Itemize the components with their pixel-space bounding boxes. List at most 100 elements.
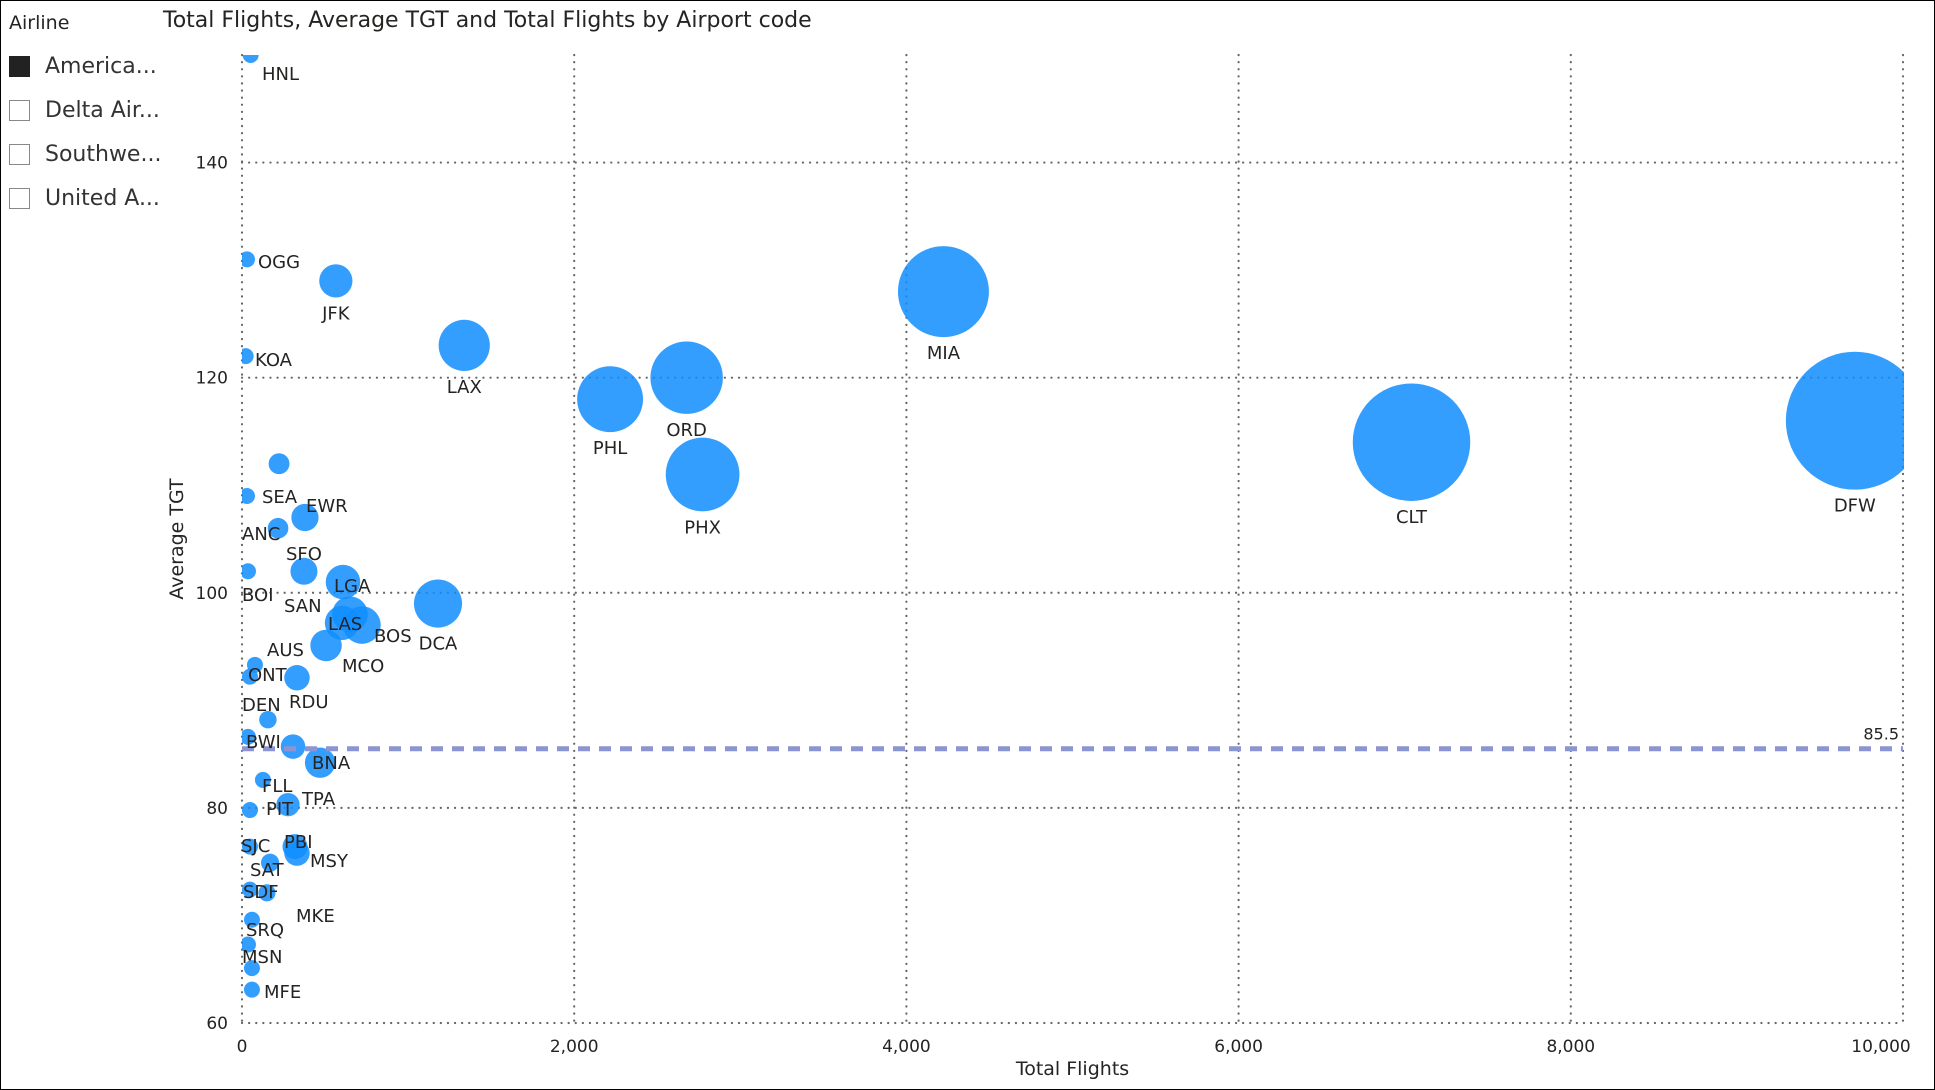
data-label-lga: LGA — [334, 576, 371, 597]
data-label-sjc: SJC — [241, 836, 270, 857]
checkbox[interactable] — [9, 187, 30, 209]
slicer-item-label: United A... — [45, 185, 160, 211]
data-label-rdu: RDU — [289, 692, 329, 713]
bubble-fll[interactable] — [254, 771, 271, 788]
data-label-msn: MSN — [242, 947, 282, 968]
bubble-dca[interactable] — [413, 579, 463, 628]
data-label-dfw: DFW — [1834, 496, 1876, 517]
bubble-ogg[interactable] — [239, 251, 255, 268]
airline-slicer: Airline America... Delta Air... Southwe...… — [9, 12, 161, 220]
data-label-ont: ONT — [248, 665, 288, 686]
checkbox[interactable] — [9, 99, 30, 121]
bubble-msy[interactable] — [284, 840, 310, 866]
bubble-srq[interactable] — [243, 911, 260, 928]
bubble-dfw[interactable] — [1785, 351, 1924, 490]
slicer-item[interactable]: Southwe... — [9, 132, 161, 176]
bubble-mfe[interactable] — [243, 981, 260, 998]
data-label-koa: KOA — [255, 350, 293, 371]
bubble-lax[interactable] — [438, 319, 490, 372]
bubble-pit[interactable] — [242, 802, 258, 819]
data-label-ewr: EWR — [306, 496, 348, 517]
bubble-phl[interactable] — [577, 366, 644, 433]
data-label-anc: ANC — [242, 524, 280, 545]
reference-line-label: 85.5 — [1863, 725, 1899, 744]
bubble-hnl[interactable] — [242, 47, 259, 63]
slicer-item-label: America... — [45, 53, 157, 79]
x-tick-label: 8,000 — [1546, 1037, 1595, 1057]
bubble-bwi[interactable] — [240, 728, 256, 745]
data-label-phl: PHL — [593, 438, 627, 459]
data-label-hnl: HNL — [262, 64, 299, 85]
checkbox[interactable] — [9, 143, 30, 165]
bubble-sjc[interactable] — [242, 838, 258, 855]
data-label-lax: LAX — [447, 377, 482, 398]
bubble-unlabeled[interactable] — [268, 453, 290, 475]
data-label-aus: AUS — [267, 640, 304, 661]
data-label-ord: ORD — [666, 420, 707, 441]
bubble-den[interactable] — [259, 710, 277, 729]
bubble-jfk[interactable] — [319, 264, 353, 298]
bubble-lga[interactable] — [325, 564, 361, 600]
bubble-ewr[interactable] — [291, 503, 319, 532]
x-tick-label: 6,000 — [1214, 1037, 1263, 1057]
data-label-tpa: TPA — [301, 789, 336, 810]
bubble-koa[interactable] — [238, 348, 254, 365]
bubble-ont[interactable] — [242, 668, 258, 685]
x-tick-label: 4,000 — [882, 1037, 931, 1057]
bubble-bna[interactable] — [304, 747, 336, 778]
bubble-mco[interactable] — [310, 629, 342, 662]
bubble-anc[interactable] — [267, 517, 289, 539]
x-tick-label: 2,000 — [550, 1037, 599, 1057]
data-label-sdf: SDF — [243, 882, 279, 903]
data-label-jfk: JFK — [321, 304, 351, 325]
bubbles — [238, 47, 1924, 998]
data-label-sea: SEA — [262, 487, 298, 508]
data-label-bna: BNA — [312, 753, 351, 774]
data-label-srq: SRQ — [246, 920, 284, 941]
data-label-bwi: BWI — [246, 732, 281, 753]
data-label-mco: MCO — [342, 656, 384, 677]
y-tick-label: 60 — [206, 1014, 228, 1034]
x-axis-title: Total Flights — [1015, 1058, 1129, 1080]
data-label-pit: PIT — [266, 799, 294, 820]
y-tick-label: 80 — [206, 799, 228, 819]
bubble-tpa[interactable] — [276, 793, 300, 817]
data-label-las: LAS — [328, 614, 362, 635]
slicer-item[interactable]: Delta Air... — [9, 88, 161, 132]
bubble-msn[interactable] — [240, 936, 256, 953]
bubble-mia[interactable] — [897, 246, 989, 338]
data-label-mia: MIA — [927, 343, 961, 364]
data-label-boi: BOI — [242, 585, 274, 606]
y-tick-label: 100 — [196, 584, 228, 604]
data-label-clt: CLT — [1396, 507, 1428, 528]
data-label-mfe: MFE — [264, 982, 301, 1003]
data-label-dca: DCA — [419, 634, 458, 655]
slicer-item[interactable]: United A... — [9, 176, 161, 220]
bubble-boi[interactable] — [240, 563, 256, 580]
bubble-sdf[interactable] — [242, 881, 258, 898]
chart-title: Total Flights, Average TGT and Total Fli… — [163, 8, 812, 33]
bubble-sat[interactable] — [260, 853, 280, 872]
data-label-sfo: SFO — [286, 544, 322, 565]
data-label-san: SAN — [284, 596, 322, 617]
slicer-title: Airline — [9, 12, 70, 34]
data-label-mke: MKE — [296, 906, 335, 927]
slicer-item[interactable]: America... — [9, 44, 161, 88]
y-axis-title: Average TGT — [166, 478, 188, 600]
data-label-fll: FLL — [262, 776, 292, 797]
bubble-ord[interactable] — [650, 341, 723, 414]
data-label-sat: SAT — [250, 860, 285, 881]
bubble-phx[interactable] — [665, 437, 740, 512]
bubble-bos[interactable] — [343, 606, 381, 644]
bubble-rdu[interactable] — [284, 665, 310, 691]
bubble-mke[interactable] — [258, 884, 276, 902]
x-tick-label: 10,000 — [1851, 1037, 1910, 1057]
data-label-bos: BOS — [374, 626, 412, 647]
bubble-unlabeled[interactable] — [243, 960, 260, 977]
bubble-clt[interactable] — [1352, 383, 1471, 501]
bubble-sea[interactable] — [239, 487, 255, 504]
data-label-phx: PHX — [684, 517, 721, 538]
bubble-sfo[interactable] — [290, 557, 318, 585]
checkbox[interactable] — [9, 55, 30, 77]
